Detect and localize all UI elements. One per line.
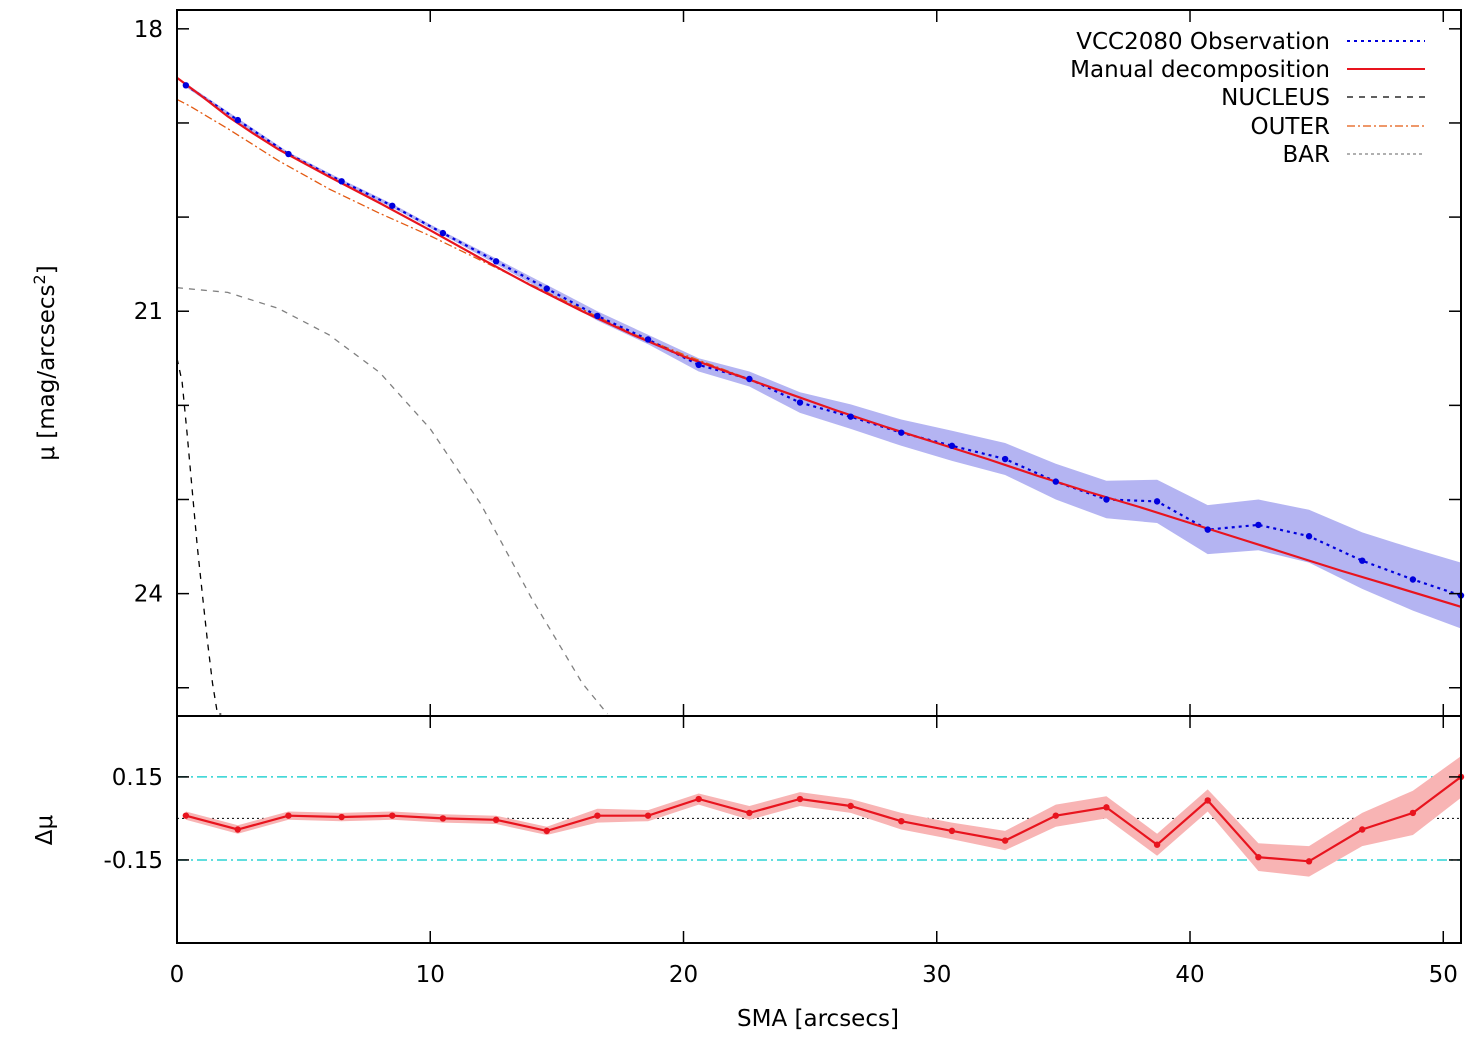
y-tick-label: 24 (134, 582, 163, 608)
observation-point (746, 375, 753, 383)
y-tick-label: 0.15 (112, 765, 163, 791)
observation-point (338, 178, 345, 185)
residual-y-tick-labels: 0.15 -0.15 (103, 765, 163, 874)
legend-label-outer: OUTER (1250, 114, 1330, 140)
residual-reference-lines (177, 776, 1461, 861)
residual-point (1103, 804, 1110, 811)
series-line-bar (176, 287, 609, 715)
y-tick-label: -0.15 (103, 848, 163, 874)
x-axis-title: SMA [arcsecs] (737, 1006, 899, 1032)
legend-label-bar: BAR (1283, 142, 1331, 168)
residual-point (338, 813, 345, 821)
x-tick-label: 20 (669, 962, 698, 988)
profile-y-tick-labels: 18 21 24 (134, 17, 163, 608)
observation-point (389, 202, 396, 209)
x-tick-label: 10 (416, 962, 445, 988)
profile-y-axis-title: μ [mag/arcsecs2] (30, 265, 60, 460)
series-line-manual-decomposition (176, 76, 1462, 608)
observation-error-band-layer (185, 83, 1461, 629)
observation-point (182, 82, 190, 89)
observation-point (543, 285, 550, 292)
y-tick-label: 18 (134, 17, 163, 43)
legend-label-manual-decomposition: Manual decomposition (1070, 57, 1330, 83)
observation-point (948, 442, 956, 450)
residual-point (1153, 841, 1161, 848)
series-line-outer (176, 98, 1462, 608)
observation-point (796, 399, 804, 406)
observation-point (439, 229, 447, 237)
legend-label-nucleus: NUCLEUS (1221, 85, 1330, 111)
observation-point (1103, 496, 1110, 503)
observation-point (1052, 478, 1059, 485)
series-line-nucleus (176, 358, 222, 715)
residual-panel: 0.15 -0.15 0 10 20 30 40 50 Δμ SMA [arcsecs] (32, 715, 1465, 1032)
observation-point (1204, 526, 1211, 533)
observation-point (594, 312, 601, 320)
residual-point (1255, 853, 1262, 861)
residual-point (847, 802, 854, 810)
legend-label-observation: VCC2080 Observation (1076, 29, 1330, 55)
observation-point (1359, 557, 1366, 564)
residual-point (1001, 837, 1009, 844)
residual-point (234, 826, 241, 833)
residual-point (644, 812, 652, 819)
residual-point (695, 795, 702, 803)
x-tick-label: 50 (1429, 962, 1458, 988)
observation-point (234, 116, 241, 124)
observation-point (644, 336, 652, 343)
residual-point (492, 816, 500, 824)
residual-point (543, 827, 550, 835)
residual-line-layer (185, 776, 1462, 863)
residual-point (594, 812, 601, 819)
observation-point (695, 361, 702, 369)
residual-point (439, 815, 447, 822)
observation-point (1305, 533, 1313, 540)
x-tick-label: 30 (922, 962, 951, 988)
residual-point (948, 827, 956, 835)
residual-point (1204, 797, 1211, 804)
x-tick-label: 40 (1175, 962, 1204, 988)
profile-ticks-layer (176, 10, 1461, 716)
residual-point (389, 812, 396, 819)
residual-point (1305, 858, 1313, 865)
observation-point (285, 150, 292, 158)
profile-panel: 18 21 24 VCC2080 Observation Manual decomp… (30, 9, 1465, 717)
observation-point (1001, 455, 1009, 463)
residual-point (182, 812, 190, 819)
observation-point (492, 258, 500, 265)
residual-points-layer (182, 773, 1465, 865)
observation-point (898, 429, 905, 436)
residual-line (185, 776, 1462, 863)
residual-point (1052, 812, 1059, 819)
residual-plot-area (177, 716, 1461, 943)
residual-plot-frame (176, 715, 1462, 944)
residual-point (1409, 809, 1417, 817)
x-tick-labels: 0 10 20 30 40 50 (170, 962, 1458, 988)
residual-y-axis-title: Δμ (32, 814, 58, 845)
residual-point (898, 817, 905, 825)
observation-point (1153, 498, 1161, 505)
profile-plot-area (177, 10, 1461, 716)
x-tick-label: 0 (170, 962, 185, 988)
observation-error-band (185, 83, 1461, 629)
legend: VCC2080 Observation Manual decomposition… (1070, 29, 1425, 168)
residual-point (796, 795, 804, 803)
observation-point (1255, 521, 1262, 529)
residual-point (746, 809, 753, 817)
observation-point (847, 413, 854, 420)
y-tick-label: 21 (134, 299, 163, 325)
observation-points-layer (182, 82, 1465, 599)
residual-point (1359, 826, 1366, 833)
residual-point (285, 812, 292, 819)
profile-lines-layer (176, 76, 1462, 715)
observation-point (1409, 576, 1417, 583)
